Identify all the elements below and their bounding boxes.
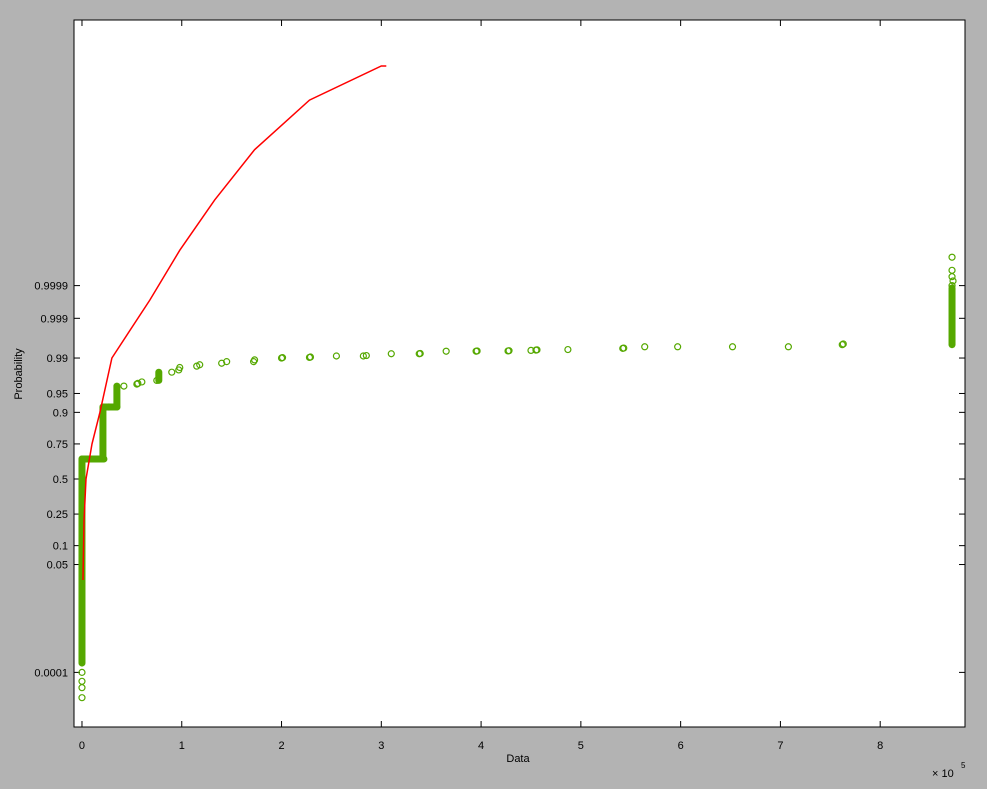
x-tick-label: 4 [478,740,484,752]
data-point [674,343,682,351]
data-point [362,351,370,360]
data-point [839,340,847,348]
data-point [250,356,259,364]
y-axis-label: Probability [13,348,25,400]
y-tick-label: 0.25 [47,509,68,521]
data-point [473,347,481,355]
data-point [78,668,86,676]
data-point [278,354,287,362]
data-point [533,346,541,354]
data-point [784,343,792,351]
data-point [728,343,737,351]
axes-background [73,19,966,728]
data-point [641,343,649,351]
data-point [134,379,142,388]
x-axis-label: Data [506,753,530,765]
x-tick-label: 2 [278,740,284,752]
data-point [442,347,450,355]
y-tick-label: 0.99 [47,353,68,365]
x-multiplier: × 10 [932,768,954,780]
x-tick-label: 1 [179,740,185,752]
x-tick-label: 6 [678,740,684,752]
data-point [176,363,184,372]
y-tick-label: 0.9999 [34,281,68,293]
data-point [78,684,86,692]
y-tick-label: 0.999 [40,313,68,325]
data-point [949,277,957,285]
data-point [620,344,628,352]
x-tick-label: 7 [777,740,783,752]
data-point [105,403,113,411]
data-point [359,352,367,360]
y-tick-label: 0.95 [47,388,68,400]
x-tick-label: 3 [378,740,384,752]
data-point [416,349,424,358]
data-point [332,352,341,360]
y-tick-label: 0.1 [53,541,68,553]
data-point [948,282,956,290]
x-tick-label: 0 [79,740,85,752]
fit-line [82,65,387,581]
y-tick-label: 0.75 [47,439,68,451]
data-point [168,368,176,376]
data-point [138,378,146,386]
data-point [153,376,161,385]
x-tick-label: 8 [877,740,883,752]
data-point [387,350,395,358]
y-tick-label: 0.0001 [34,667,68,679]
data-point [948,273,956,281]
x-multiplier-exponent: 5 [961,761,966,770]
x-multiplier-base: × 10 [932,768,954,780]
y-tick-label: 0.05 [47,560,68,572]
data-point [223,358,231,366]
x-tick-label: 5 [578,740,584,752]
data-point [196,361,204,369]
data-point [306,353,315,361]
data-point [78,694,86,702]
data-point [120,382,128,390]
y-tick-label: 0.9 [53,407,68,419]
data-point [838,341,846,349]
data-point [564,345,572,354]
y-tick-label: 0.5 [53,474,68,486]
data-point [948,253,956,261]
data-point [505,347,513,355]
